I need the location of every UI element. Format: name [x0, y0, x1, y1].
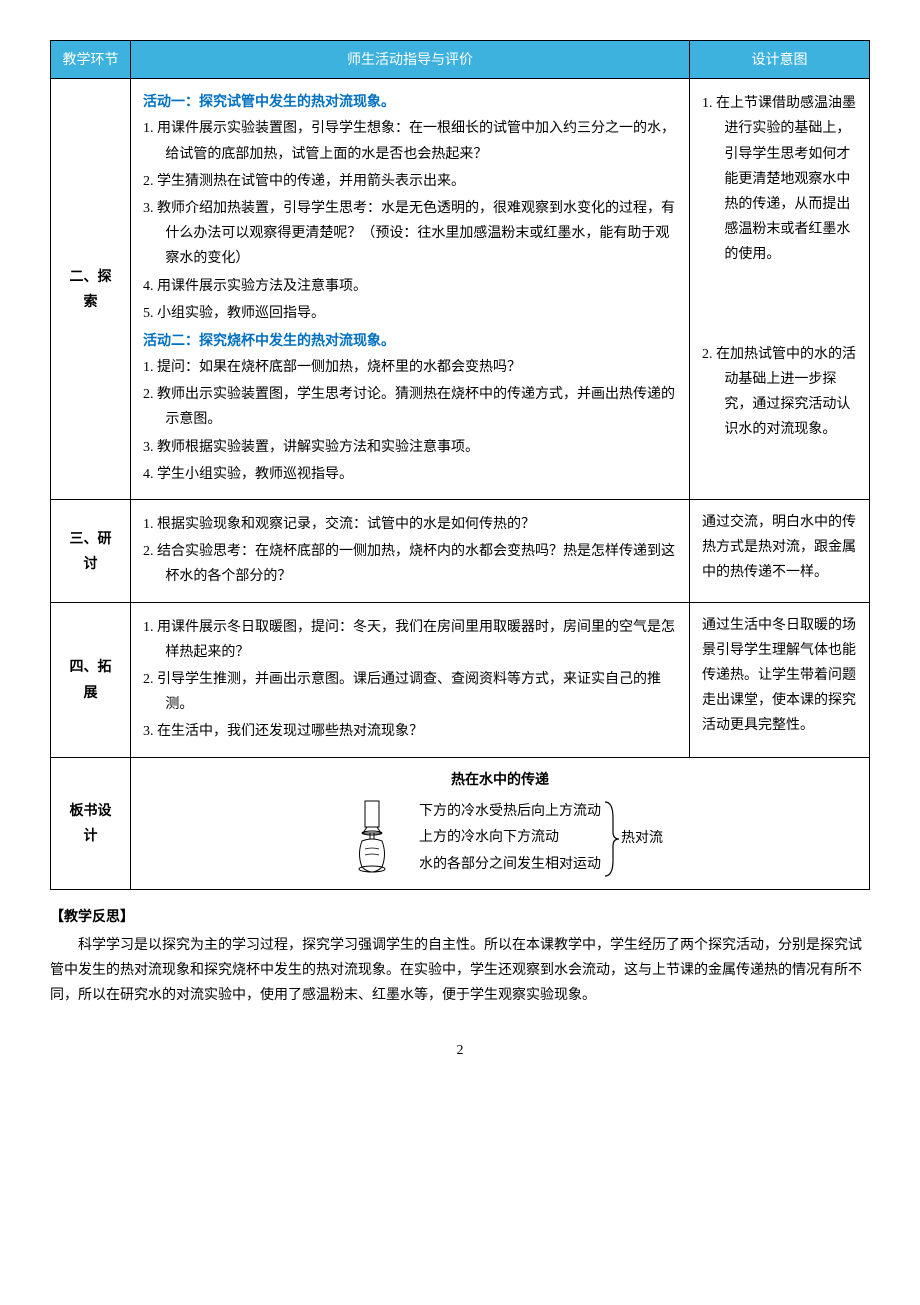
- explore-intent2: 2. 在加热试管中的水的活动基础上进一步探究，通过探究活动认识水的对流现象。: [702, 342, 857, 443]
- explore-p4: 4. 用课件展示实验方法及注意事项。: [143, 274, 677, 299]
- explore-p6: 1. 提问：如果在烧杯底部一侧加热，烧杯里的水都会变热吗？: [143, 355, 677, 380]
- header-col2: 师生活动指导与评价: [131, 41, 690, 79]
- discuss-p1: 1. 根据实验现象和观察记录，交流：试管中的水是如何传热的？: [143, 512, 677, 537]
- expand-p2: 2. 引导学生推测，并画出示意图。课后通过调查、查阅资料等方式，来证实自己的推测…: [143, 667, 677, 717]
- discuss-intent: 通过交流，明白水中的传热方式是热对流，跟金属中的热传递不一样。: [690, 500, 870, 603]
- row-discuss: 三、研讨 1. 根据实验现象和观察记录，交流：试管中的水是如何传热的？ 2. 结…: [51, 500, 870, 603]
- activity1-title: 活动一：探究试管中发生的热对流现象。: [143, 89, 677, 114]
- board-lines: 下方的冷水受热后向上方流动 上方的冷水向下方流动 水的各部分之间发生相对运动: [419, 799, 601, 879]
- discuss-label: 三、研讨: [51, 500, 131, 603]
- expand-intent: 通过生活中冬日取暖的场景引导学生理解气体也能传递热。让学生带着问题走出课堂，使本…: [690, 602, 870, 757]
- board-content: 热在水中的传递 下方的冷水受热后向上方流动 上方的冷水向下方流动 水的各部分之间…: [131, 757, 870, 889]
- alcohol-lamp-icon: [337, 799, 407, 879]
- header-col1: 教学环节: [51, 41, 131, 79]
- explore-p2: 2. 学生猜测热在试管中的传递，并用箭头表示出来。: [143, 169, 677, 194]
- explore-p1: 1. 用课件展示实验装置图，引导学生想象：在一根细长的试管中加入约三分之一的水，…: [143, 116, 677, 166]
- discuss-p2: 2. 结合实验思考：在烧杯底部的一侧加热，烧杯内的水都会变热吗？热是怎样传递到这…: [143, 539, 677, 589]
- explore-p7: 2. 教师出示实验装置图，学生思考讨论。猜测热在烧杯中的传递方式，并画出热传递的…: [143, 382, 677, 432]
- expand-label: 四、拓展: [51, 602, 131, 757]
- explore-label: 二、探索: [51, 79, 131, 500]
- board-line1: 下方的冷水受热后向上方流动: [419, 799, 601, 826]
- explore-intent: 1. 在上节课借助感温油墨进行实验的基础上，引导学生思考如何才能更清楚地观察水中…: [690, 79, 870, 500]
- board-result: 热对流: [621, 826, 663, 851]
- explore-p8: 3. 教师根据实验装置，讲解实验方法和实验注意事项。: [143, 435, 677, 460]
- board-line2: 上方的冷水向下方流动: [419, 825, 601, 852]
- reflection-body: 科学学习是以探究为主的学习过程，探究学习强调学生的自主性。所以在本课教学中，学生…: [50, 933, 870, 1009]
- board-line3: 水的各部分之间发生相对运动: [419, 852, 601, 879]
- explore-p3: 3. 教师介绍加热装置，引导学生思考：水是无色透明的，很难观察到水变化的过程，有…: [143, 196, 677, 272]
- explore-intent1: 1. 在上节课借助感温油墨进行实验的基础上，引导学生思考如何才能更清楚地观察水中…: [702, 91, 857, 267]
- lesson-table: 教学环节 师生活动指导与评价 设计意图 二、探索 活动一：探究试管中发生的热对流…: [50, 40, 870, 890]
- board-label: 板书设计: [51, 757, 131, 889]
- table-header-row: 教学环节 师生活动指导与评价 设计意图: [51, 41, 870, 79]
- row-board: 板书设计 热在水中的传递 下方的冷水受热后向上方流动 上方的冷水向下方流动: [51, 757, 870, 889]
- row-expand: 四、拓展 1. 用课件展示冬日取暖图，提问：冬天，我们在房间里用取暖器时，房间里…: [51, 602, 870, 757]
- explore-p5: 5. 小组实验，教师巡回指导。: [143, 301, 677, 326]
- board-diagram: 下方的冷水受热后向上方流动 上方的冷水向下方流动 水的各部分之间发生相对运动 热…: [143, 799, 857, 879]
- discuss-content: 1. 根据实验现象和观察记录，交流：试管中的水是如何传热的？ 2. 结合实验思考…: [131, 500, 690, 603]
- expand-content: 1. 用课件展示冬日取暖图，提问：冬天，我们在房间里用取暖器时，房间里的空气是怎…: [131, 602, 690, 757]
- header-col3: 设计意图: [690, 41, 870, 79]
- expand-p3: 3. 在生活中，我们还发现过哪些热对流现象？: [143, 719, 677, 744]
- activity2-title: 活动二：探究烧杯中发生的热对流现象。: [143, 328, 677, 353]
- reflection-title: 【教学反思】: [50, 904, 870, 929]
- explore-p9: 4. 学生小组实验，教师巡视指导。: [143, 462, 677, 487]
- explore-content: 活动一：探究试管中发生的热对流现象。 1. 用课件展示实验装置图，引导学生想象：…: [131, 79, 690, 500]
- page-number: 2: [50, 1038, 870, 1063]
- brace-icon: [603, 800, 619, 878]
- row-explore: 二、探索 活动一：探究试管中发生的热对流现象。 1. 用课件展示实验装置图，引导…: [51, 79, 870, 500]
- board-title: 热在水中的传递: [143, 768, 857, 793]
- expand-p1: 1. 用课件展示冬日取暖图，提问：冬天，我们在房间里用取暖器时，房间里的空气是怎…: [143, 615, 677, 665]
